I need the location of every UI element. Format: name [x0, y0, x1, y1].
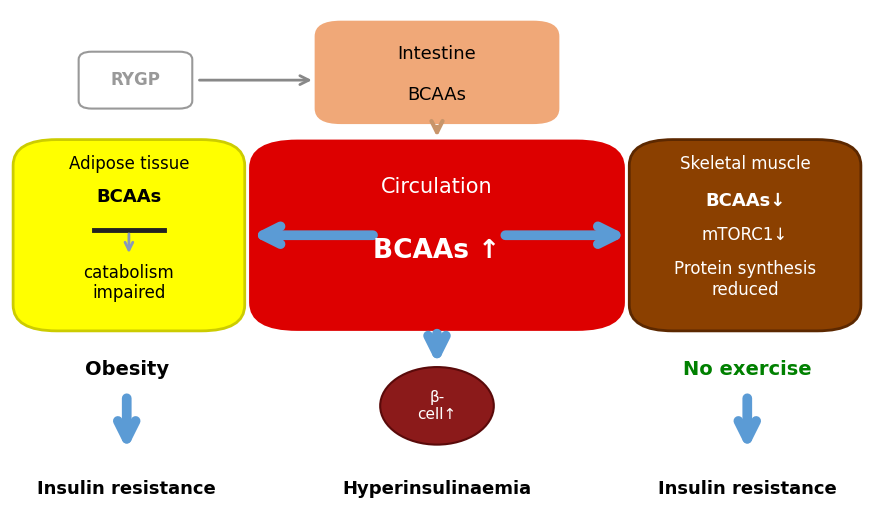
- Text: Protein synthesis
reduced: Protein synthesis reduced: [674, 260, 816, 299]
- Text: BCAAs: BCAAs: [407, 86, 467, 104]
- Text: catabolism
impaired: catabolism impaired: [84, 264, 174, 302]
- Text: BCAAs ↑: BCAAs ↑: [373, 237, 501, 264]
- Text: Circulation: Circulation: [381, 177, 493, 197]
- FancyBboxPatch shape: [629, 140, 861, 331]
- Text: β-
cell↑: β- cell↑: [418, 390, 456, 422]
- Text: RYGP: RYGP: [110, 71, 161, 89]
- Text: BCAAs: BCAAs: [96, 188, 162, 206]
- Text: Obesity: Obesity: [85, 360, 169, 379]
- Text: No exercise: No exercise: [683, 360, 812, 379]
- Text: Skeletal muscle: Skeletal muscle: [680, 155, 810, 173]
- Text: Insulin resistance: Insulin resistance: [38, 480, 216, 497]
- Text: Intestine: Intestine: [398, 45, 476, 63]
- FancyBboxPatch shape: [79, 52, 192, 109]
- FancyBboxPatch shape: [249, 140, 625, 331]
- Text: Insulin resistance: Insulin resistance: [658, 480, 836, 497]
- FancyBboxPatch shape: [315, 21, 559, 124]
- Text: BCAAs↓: BCAAs↓: [705, 192, 785, 210]
- Text: Hyperinsulinaemia: Hyperinsulinaemia: [343, 480, 531, 497]
- FancyBboxPatch shape: [13, 140, 245, 331]
- Ellipse shape: [380, 367, 494, 445]
- Text: mTORC1↓: mTORC1↓: [702, 226, 788, 244]
- Text: Adipose tissue: Adipose tissue: [69, 155, 189, 173]
